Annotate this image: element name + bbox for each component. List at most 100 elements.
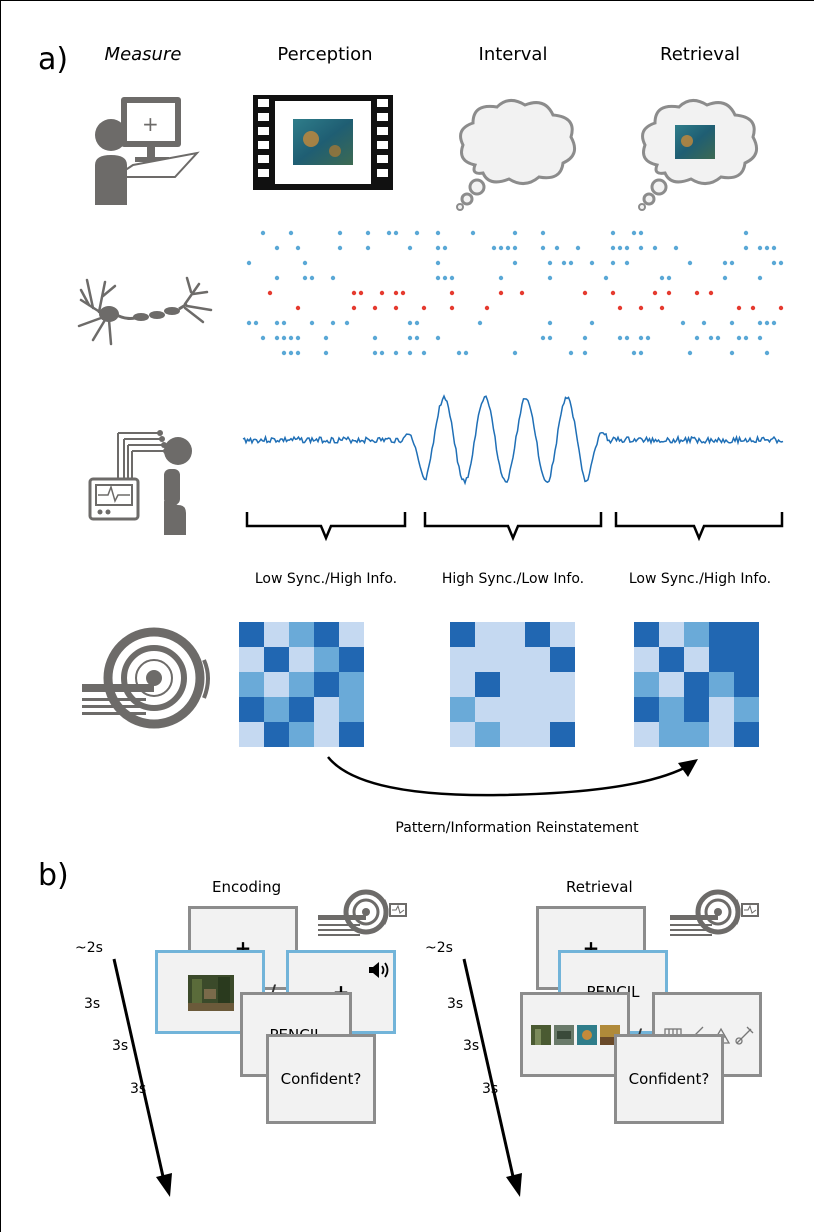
sync-label-retrieval: Low Sync./High Info.	[628, 571, 772, 587]
spike-dot	[295, 245, 301, 251]
spike-dot	[610, 245, 616, 251]
spike-dot	[540, 335, 546, 341]
matrix-cell	[550, 622, 575, 647]
matrix-cell	[525, 697, 550, 722]
brace-perception	[245, 512, 407, 542]
spike-dot	[680, 320, 686, 326]
matrix-cell	[550, 647, 575, 672]
film-strip-icon	[253, 95, 393, 190]
spike-dot	[372, 335, 378, 341]
spike-dot	[295, 335, 301, 341]
matrix-cell	[450, 622, 475, 647]
matrix-cell	[314, 722, 339, 747]
spike-dot	[582, 350, 588, 356]
spike-dot	[778, 305, 784, 311]
matrix-cell	[475, 722, 500, 747]
spike-dot	[351, 290, 357, 296]
matrix-cell	[734, 697, 759, 722]
spike-dot	[330, 275, 336, 281]
matrix-cell	[450, 647, 475, 672]
spike-dot	[764, 320, 770, 326]
spike-dot	[484, 305, 490, 311]
spike-dot	[449, 275, 455, 281]
spike-dot	[491, 245, 497, 251]
spike-dot	[708, 335, 714, 341]
spike-dot	[435, 275, 441, 281]
spike-dot	[652, 290, 658, 296]
eeg-trace-line	[242, 394, 784, 486]
spike-dot	[260, 230, 266, 236]
panel-a-label: a)	[38, 42, 69, 77]
spike-dot	[498, 275, 504, 281]
spike-dot	[400, 290, 406, 296]
spike-dot	[617, 245, 623, 251]
matrix-cell	[450, 672, 475, 697]
spike-dot	[512, 350, 518, 356]
spike-dot	[617, 305, 623, 311]
column-retrieval: Retrieval	[660, 44, 740, 65]
matrix-cell	[239, 722, 264, 747]
matrix-cell	[239, 647, 264, 672]
spike-dot	[631, 350, 637, 356]
image-choice-thumbnails	[531, 1025, 620, 1045]
spike-dot	[750, 305, 756, 311]
spike-dot	[547, 320, 553, 326]
matrix-interval	[450, 622, 575, 747]
matrix-cell	[239, 622, 264, 647]
spike-dot	[687, 260, 693, 266]
matrix-cell	[475, 672, 500, 697]
spike-dot	[253, 320, 259, 326]
spike-dot	[547, 260, 553, 266]
spike-dot	[764, 350, 770, 356]
spike-dot	[372, 305, 378, 311]
spike-dot	[512, 230, 518, 236]
spike-dot	[386, 230, 392, 236]
retrieval-confidence-screen: Confident?	[614, 1034, 724, 1124]
spike-dot	[449, 290, 455, 296]
matrix-cell	[709, 672, 734, 697]
spike-dot	[568, 350, 574, 356]
matrix-cell	[734, 722, 759, 747]
reinstatement-label: Pattern/Information Reinstatement	[395, 820, 639, 836]
spike-dot	[393, 230, 399, 236]
matrix-cell	[734, 647, 759, 672]
spike-dot	[365, 230, 371, 236]
spike-dot	[358, 290, 364, 296]
panel-b-label: b)	[38, 858, 69, 893]
matrix-cell	[500, 622, 525, 647]
spike-dot	[372, 350, 378, 356]
spike-dot	[302, 260, 308, 266]
eeg-trace	[242, 394, 784, 486]
spike-dot	[743, 230, 749, 236]
spike-dot	[715, 335, 721, 341]
spike-dot	[393, 290, 399, 296]
spike-dot	[729, 260, 735, 266]
spike-dot	[407, 320, 413, 326]
mri-scanner-icon	[82, 627, 210, 729]
spike-dot	[694, 335, 700, 341]
eeg-recording-icon	[88, 430, 192, 535]
spike-dot	[729, 320, 735, 326]
spike-dot	[281, 335, 287, 341]
spike-raster-plot	[246, 230, 784, 356]
spike-dot	[323, 350, 329, 356]
matrix-cell	[339, 697, 364, 722]
spike-dot	[414, 335, 420, 341]
thought-cloud-memory-icon	[638, 99, 759, 211]
spike-dot	[344, 320, 350, 326]
matrix-cell	[550, 672, 575, 697]
matrix-cell	[500, 722, 525, 747]
spike-dot	[547, 335, 553, 341]
spike-dot	[281, 320, 287, 326]
spike-dot	[477, 320, 483, 326]
spike-dot	[743, 335, 749, 341]
matrix-cell	[475, 697, 500, 722]
spike-dot	[617, 335, 623, 341]
matrix-cell	[314, 697, 339, 722]
spike-dot	[659, 305, 665, 311]
encoding-duration-1: ~2s	[75, 940, 103, 956]
spike-dot	[393, 305, 399, 311]
encoding-duration-2: 3s	[84, 996, 101, 1012]
spike-dot	[694, 290, 700, 296]
spike-dot	[512, 260, 518, 266]
